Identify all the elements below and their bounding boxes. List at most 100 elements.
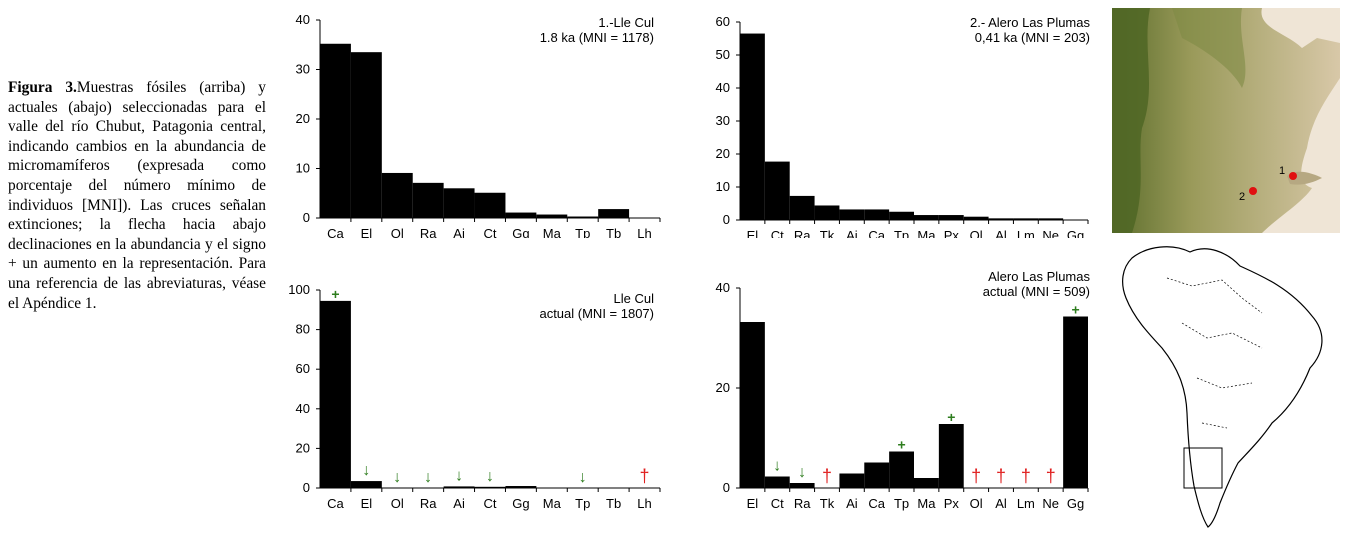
x-tick-label: Tp [894,496,909,511]
bar-ca [864,462,890,488]
x-tick-label: Ol [970,496,983,511]
x-tick-label: Gg [512,496,529,511]
x-tick-label: Ai [846,496,858,511]
site-marker-1 [1289,172,1297,180]
bar-ra [789,195,815,220]
vegetation-zone [1172,8,1246,88]
marker-increase-ca: + [331,286,339,302]
x-tick-label: Ma [543,226,562,238]
bar-al [988,218,1014,220]
study-area-box [1183,447,1223,489]
x-tick-label: Al [995,228,1007,238]
caption-label: Figura 3. [8,79,77,96]
x-tick-label: Ma [917,496,936,511]
bar-ct [764,161,790,220]
x-tick-label: Ra [794,496,811,511]
bar-ct [474,486,506,488]
marker-decline-ct: ↓ [486,468,494,485]
bar-tb [598,209,630,218]
marker-decline-ct: ↓ [773,458,781,475]
x-tick-label: Ai [453,226,465,238]
x-tick-label: Tb [606,226,621,238]
panel-title-line: 1.-Lle Cul [598,15,654,30]
x-tick-label: Ra [794,228,811,238]
x-tick-label: El [361,226,373,238]
x-tick-label: Tp [894,228,909,238]
x-tick-label: Tb [606,496,621,511]
y-tick-label: 80 [296,322,310,337]
panel-title-line: Lle Cul [614,291,655,306]
x-tick-label: Ca [868,496,885,511]
bar-ca [320,43,351,219]
andes-forest [1112,8,1150,233]
x-tick-label: Ol [391,496,404,511]
land-mass [1112,8,1340,233]
x-tick-label: Ol [391,226,404,238]
panel-title-line: 0,41 ka (MNI = 203) [975,30,1090,45]
x-tick-label: Ca [327,496,344,511]
x-tick-label: Ne [1042,228,1059,238]
x-tick-label: Lh [637,496,651,511]
y-tick-label: 10 [716,179,730,194]
bar-el [350,481,382,488]
chart-alero-las-plumas-actual: 0 20 40 El Ct Ra Tk Ai Ca Tp Ma Px Ol Al Lm Ne Gg Alero L… [716,269,1091,511]
bar-tp [889,451,914,488]
bar-tp [889,211,914,220]
chart-alero-las-plumas-fossil: 0 10 20 30 40 50 60 El Ct Ra Tk Ai Ca Tp Ma Px Ol Al Lm Ne G… [716,14,1091,238]
x-tick-label: Px [944,496,960,511]
y-tick-label: 50 [716,47,730,62]
chart-lle-cul-fossil: 0 10 20 30 40 Ca El Ol Ra Ai Ct Gg Ma Tp Tb Lh 1.-Lle Cu… [296,12,661,238]
x-tick-label: Ct [771,228,784,238]
bar-gg [1063,316,1088,488]
marker-extinction-al: † [996,466,1006,486]
x-tick-label: Al [995,496,1007,511]
y-tick-label: 0 [723,212,730,227]
bar-el [740,322,765,488]
x-tick-label: Ra [420,496,437,511]
x-tick-label: Tk [820,228,835,238]
marker-extinction-lh: † [640,466,650,486]
bar-px [938,424,964,488]
x-tick-label: Tp [575,226,590,238]
country-borders [1166,277,1263,429]
bar-gg [505,212,537,218]
bar-ai [443,486,475,488]
x-tick-label: Ct [484,226,497,238]
y-tick-label: 30 [296,62,310,77]
y-tick-label: 20 [716,380,730,395]
panel-title-line: 2.- Alero Las Plumas [970,15,1090,30]
x-tick-label: Ct [484,496,497,511]
bar-lm [1013,218,1039,220]
bar-ct [764,476,790,488]
marker-decline-ai: ↓ [455,467,463,484]
x-tick-label: El [747,496,759,511]
y-tick-label: 0 [723,480,730,495]
x-tick-label: Ca [327,226,344,238]
marker-increase-gg: + [1071,302,1079,318]
x-tick-label: Ai [846,228,858,238]
panel-title-line: Alero Las Plumas [988,269,1090,284]
bar-tk [814,205,840,220]
x-tick-label: Ai [453,496,465,511]
bar-ca [320,300,351,488]
bar-ai [839,473,865,488]
y-tick-label: 40 [716,280,730,295]
y-tick-label: 60 [296,361,310,376]
bar-el [740,33,765,220]
y-tick-label: 100 [288,282,310,297]
marker-decline-tp: ↓ [579,469,587,486]
bar-ra [412,182,444,218]
marker-extinction-tk: † [822,466,832,486]
x-tick-label: Ol [970,228,983,238]
x-tick-label: Ma [917,228,936,238]
y-tick-label: 20 [716,146,730,161]
bar-ca [864,209,890,220]
caption-text: Muestras fósiles (arriba) y actuales (ab… [8,79,266,312]
y-tick-label: 60 [716,14,730,29]
bar-ma [536,214,568,218]
x-tick-label: Lm [1017,496,1035,511]
x-tick-label: El [747,228,759,238]
y-tick-label: 40 [296,12,310,27]
bar-ol [381,172,413,218]
bar-ct [474,192,506,218]
